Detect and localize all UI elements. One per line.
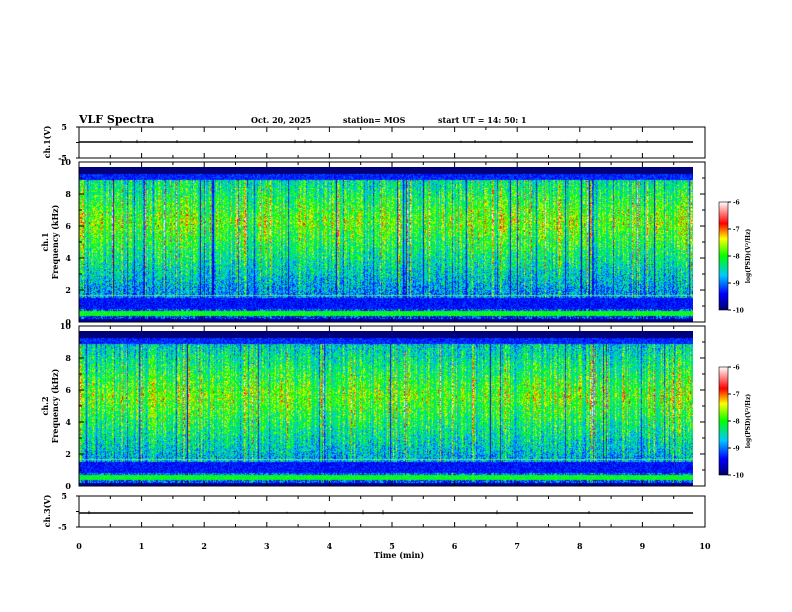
x-axis-tick-labels: 0 1 2 3 4 5 6 7 8 9 10 xyxy=(76,541,711,551)
ch3-trace-spikes xyxy=(78,510,692,515)
y-tick-label: 0 xyxy=(65,481,71,491)
ch1-spectrogram-ylabel: Frequency (kHz) xyxy=(50,204,60,279)
ch1-ytick-bottom: -5 xyxy=(58,153,67,163)
ch3-ytick-bottom: -5 xyxy=(58,522,67,532)
ch2-colorbar-gradient xyxy=(718,366,729,476)
ch1-colorbar-ticks: -6 -7 -8 -9 -10 xyxy=(728,200,744,315)
y-tick-label: 2 xyxy=(65,285,71,295)
waveform-noise xyxy=(78,510,692,515)
colorbar-tick-label: -8 xyxy=(733,419,740,426)
y-tick-label: 10 xyxy=(60,321,72,331)
y-tick-label: 8 xyxy=(65,189,71,199)
x-tick-label: 6 xyxy=(452,541,458,551)
ch2-spectrogram-ylabel: Frequency (kHz) xyxy=(50,368,60,443)
colorbar-tick-label: -10 xyxy=(733,473,744,480)
ch3-ytick-top: 5 xyxy=(61,491,67,501)
start-time-label: start UT = 14: 50: 1 xyxy=(438,115,527,125)
colorbar-tick-label: -9 xyxy=(733,446,740,453)
ch1-ytick-top: 5 xyxy=(61,122,67,132)
ch2-spectrogram-ticks: 0 2 4 6 8 10 xyxy=(60,321,706,491)
ch1-spectrogram-panel: 0 2 4 6 8 10 ch.1 Frequency (kHz) xyxy=(40,157,706,327)
ch3-waveform-panel: 5 -5 ch.3(V) xyxy=(42,491,706,532)
y-tick-label: 0 xyxy=(65,317,71,327)
x-tick-label: 8 xyxy=(577,541,583,551)
x-tick-label: 7 xyxy=(514,541,520,551)
ch1-colorbar-label: log(PSD)(V²/Hz) xyxy=(745,229,752,284)
ch1-trace-spikes xyxy=(78,139,692,144)
x-tick-label: 1 xyxy=(139,541,145,551)
waveform-noise xyxy=(78,139,692,144)
x-tick-label: 5 xyxy=(389,541,395,551)
ch1-spectrogram-channel-label: ch.1 xyxy=(40,232,50,251)
colorbar-tick-label: -6 xyxy=(733,200,740,207)
colorbar-tick-label: -7 xyxy=(733,227,740,234)
y-tick-label: 6 xyxy=(65,385,71,395)
ch3-waveform-ylabel: ch.3(V) xyxy=(42,494,52,527)
ch1-spectrogram-image xyxy=(79,167,693,322)
ch1-spectrogram-ticks: 0 2 4 6 8 10 xyxy=(60,157,706,327)
ch1-waveform-panel: 5 -5 ch.1(V) xyxy=(42,122,706,163)
colorbar-tick-label: -8 xyxy=(733,254,740,261)
ch1-waveform-ticks xyxy=(76,126,706,159)
colorbar-tick-label: -9 xyxy=(733,281,740,288)
x-tick-label: 4 xyxy=(327,541,333,551)
ch2-colorbar-label: log(PSD)(V²/Hz) xyxy=(745,394,752,449)
x-tick-label: 0 xyxy=(76,541,82,551)
y-tick-label: 4 xyxy=(65,417,71,427)
date-label: Oct. 20, 2025 xyxy=(251,115,311,125)
ch2-spectrogram-image xyxy=(79,331,693,486)
colorbar-tick-label: -7 xyxy=(733,392,740,399)
x-tick-label: 10 xyxy=(699,541,711,551)
y-tick-label: 8 xyxy=(65,353,71,363)
y-tick-label: 4 xyxy=(65,253,71,263)
ch2-colorbar: -6 -7 -8 -9 -10 log(PSD)(V²/Hz) xyxy=(718,365,752,480)
x-tick-label: 9 xyxy=(640,541,646,551)
y-tick-label: 10 xyxy=(60,157,72,167)
colorbar-tick-label: -6 xyxy=(733,365,740,372)
ch1-waveform-ylabel: ch.1(V) xyxy=(42,125,52,158)
ch1-colorbar: -6 -7 -8 -9 -10 log(PSD)(V²/Hz) xyxy=(718,200,752,315)
y-tick-label: 6 xyxy=(65,221,71,231)
station-label: station= MOS xyxy=(343,115,406,125)
y-tick-label: 2 xyxy=(65,449,71,459)
figure-title: VLF Spectra xyxy=(78,113,154,126)
x-tick-label: 2 xyxy=(201,541,207,551)
ch2-spectrogram-channel-label: ch.2 xyxy=(40,396,50,415)
ch2-spectrogram-panel: 0 2 4 6 8 10 ch.2 Frequency (kHz) xyxy=(40,321,706,491)
x-axis-label: Time (min) xyxy=(374,550,424,560)
ch2-colorbar-ticks: -6 -7 -8 -9 -10 xyxy=(728,365,744,480)
ch3-waveform-ticks xyxy=(76,495,706,528)
ch1-colorbar-gradient xyxy=(718,201,729,311)
x-tick-label: 3 xyxy=(264,541,270,551)
colorbar-tick-label: -10 xyxy=(733,308,744,315)
